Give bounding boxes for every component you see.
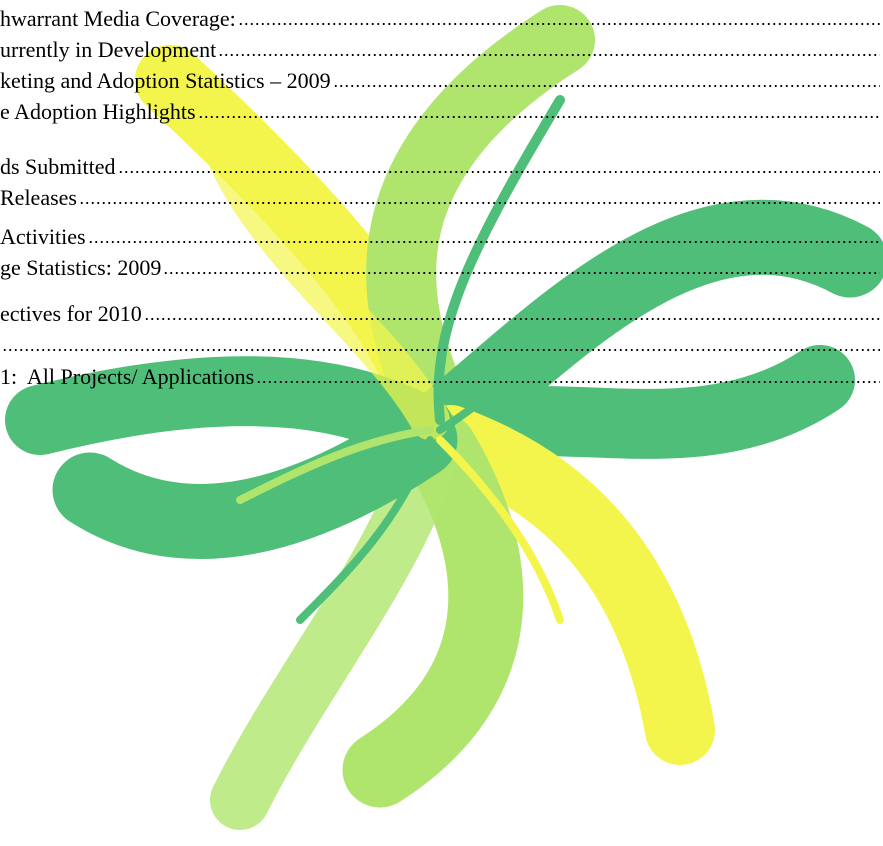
toc-entry: ectives for 2010 bbox=[0, 301, 142, 327]
toc-entry: e Adoption Highlights bbox=[0, 99, 196, 125]
toc-entry: ge Statistics: 2009 bbox=[0, 255, 161, 281]
dot-leader bbox=[118, 169, 880, 175]
dot-leader bbox=[238, 21, 880, 27]
toc-entry: Releases bbox=[0, 185, 77, 211]
dot-leader bbox=[79, 200, 880, 206]
dot-leader bbox=[256, 379, 880, 385]
page: hwarrant Media Coverage: urrently in Dev… bbox=[0, 0, 883, 846]
toc-row: e Adoption Highlights bbox=[0, 95, 880, 125]
toc-row: Activities bbox=[0, 220, 880, 250]
toc-entry: urrently in Development bbox=[0, 37, 216, 63]
dot-leader bbox=[2, 347, 880, 353]
dot-leader bbox=[88, 239, 880, 245]
toc-row: urrently in Development bbox=[0, 33, 880, 63]
dot-leader bbox=[198, 114, 880, 120]
toc-row: ge Statistics: 2009 bbox=[0, 251, 880, 281]
toc-row: ectives for 2010 bbox=[0, 297, 880, 327]
toc-row: ds Submitted bbox=[0, 150, 880, 180]
toc-row: hwarrant Media Coverage: bbox=[0, 2, 880, 32]
toc-entry: keting and Adoption Statistics – 2009 bbox=[0, 68, 331, 94]
toc-entry: 1: All Projects/ Applications bbox=[0, 364, 254, 390]
toc-entry: hwarrant Media Coverage: bbox=[0, 6, 236, 32]
toc-row: 1: All Projects/ Applications bbox=[0, 360, 880, 390]
toc-row bbox=[0, 328, 880, 358]
toc-row: keting and Adoption Statistics – 2009 bbox=[0, 64, 880, 94]
flower-logo bbox=[0, 0, 883, 846]
toc-row: Releases bbox=[0, 181, 880, 211]
toc-entry: ds Submitted bbox=[0, 154, 116, 180]
dot-leader bbox=[144, 316, 880, 322]
dot-leader bbox=[333, 83, 880, 89]
dot-leader bbox=[163, 270, 880, 276]
dot-leader bbox=[218, 52, 880, 58]
toc-entry: Activities bbox=[0, 224, 86, 250]
